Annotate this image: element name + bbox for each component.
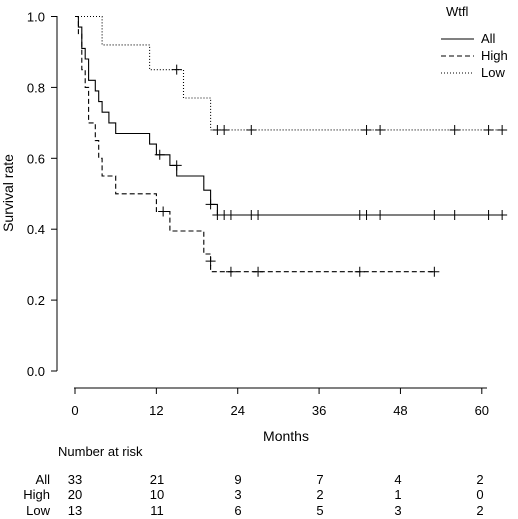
censor-mark-low	[375, 124, 386, 135]
censor-mark-high	[158, 206, 169, 217]
censor-mark-all	[205, 199, 216, 210]
legend-label-all: All	[481, 31, 496, 46]
censor-mark-all	[497, 210, 508, 221]
legend-label-low: Low	[481, 65, 505, 80]
legend-title: Wtfl	[446, 4, 468, 19]
censor-mark-low	[246, 124, 257, 135]
x-axis-label: Months	[263, 428, 309, 444]
censor-mark-high	[225, 266, 236, 277]
censor-mark-low	[171, 64, 182, 75]
censor-mark-all	[154, 149, 165, 160]
legend: Wtfl All High Low	[441, 4, 508, 80]
x-tick-label: 60	[475, 403, 489, 418]
censor-mark-all	[225, 210, 236, 221]
censor-mark-all	[375, 210, 386, 221]
censor-mark-high	[253, 266, 264, 277]
censor-mark-low	[449, 124, 460, 135]
censor-mark-high	[354, 266, 365, 277]
censor-mark-high	[429, 266, 440, 277]
censor-mark-high	[205, 256, 216, 267]
censor-mark-low	[497, 124, 508, 135]
censor-mark-all	[171, 160, 182, 171]
y-tick-label: 0.2	[27, 293, 45, 308]
censor-mark-all	[253, 210, 264, 221]
series-line-low	[75, 15, 503, 131]
y-axis-label: Survival rate	[0, 154, 16, 232]
x-tick-label: 12	[149, 403, 163, 418]
censor-mark-all	[429, 210, 440, 221]
censor-mark-low	[361, 124, 372, 135]
legend-label-high: High	[481, 48, 508, 63]
censor-mark-all	[449, 210, 460, 221]
y-tick-label: 0.0	[27, 364, 45, 379]
x-tick-label: 36	[312, 403, 326, 418]
censor-mark-low	[219, 124, 230, 135]
x-tick-label: 24	[230, 403, 244, 418]
y-tick-label: 1.0	[27, 10, 45, 25]
x-tick-label: 0	[71, 403, 78, 418]
censor-mark-all	[361, 210, 372, 221]
y-tick-label: 0.8	[27, 80, 45, 95]
series-line-high	[75, 15, 435, 273]
censor-mark-all	[483, 210, 494, 221]
y-tick-label: 0.4	[27, 222, 45, 237]
series-line-all	[75, 15, 503, 216]
censor-mark-low	[483, 124, 494, 135]
x-tick-label: 48	[393, 403, 407, 418]
y-tick-label: 0.6	[27, 151, 45, 166]
